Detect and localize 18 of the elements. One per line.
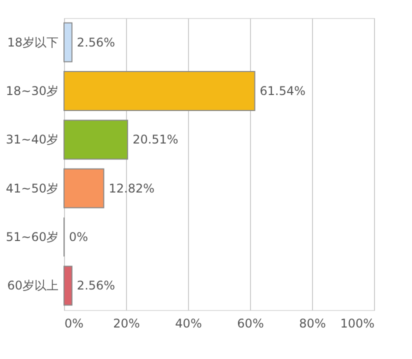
data-label: 2.56% [76, 278, 116, 293]
data-label: 2.56% [76, 35, 116, 50]
data-label: 12.82% [108, 181, 155, 196]
x-tick-label: 0% [64, 316, 84, 330]
x-tick-label: 80% [299, 316, 326, 330]
x-tick-label: 40% [175, 316, 202, 330]
y-tick-label: 60岁以上 [7, 278, 58, 293]
y-tick-label: 51~60岁 [6, 230, 58, 244]
x-tick-label: 60% [237, 316, 264, 330]
data-label: 0% [69, 230, 88, 244]
y-tick-label: 41~50岁 [6, 181, 58, 196]
x-tick-label: 100% [340, 316, 374, 330]
y-tick-label: 18岁以下 [7, 35, 58, 50]
data-label: 61.54% [260, 84, 306, 98]
y-tick-label: 18~30岁 [6, 84, 58, 98]
x-tick-label: 20% [113, 316, 140, 330]
y-tick-label: 31~40岁 [6, 132, 58, 147]
data-label: 20.51% [132, 132, 178, 147]
